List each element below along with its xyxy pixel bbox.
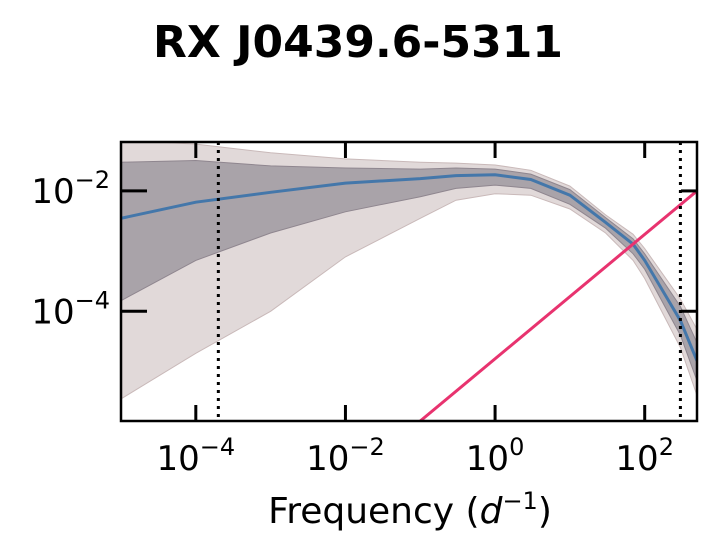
y-tick-label-2: 10−4: [31, 286, 110, 332]
median-psd-line: [121, 173, 697, 362]
chart-title: RX J0439.6-5311: [153, 17, 563, 68]
power-law-line: [419, 189, 697, 421]
y-tick-label-1: 10−2: [31, 166, 110, 212]
plot-frame: [119, 140, 699, 423]
x-tick-label-2: 10−2: [306, 433, 385, 479]
x-tick-label-4: 102: [615, 433, 674, 479]
x-axis-label: Frequency (d−1): [268, 487, 552, 532]
plot-area: [121, 142, 697, 421]
x-tick-label-1: 10−4: [156, 433, 235, 479]
inner-uncertainty-band: [121, 159, 697, 381]
x-tick-label-3: 100: [466, 433, 525, 479]
